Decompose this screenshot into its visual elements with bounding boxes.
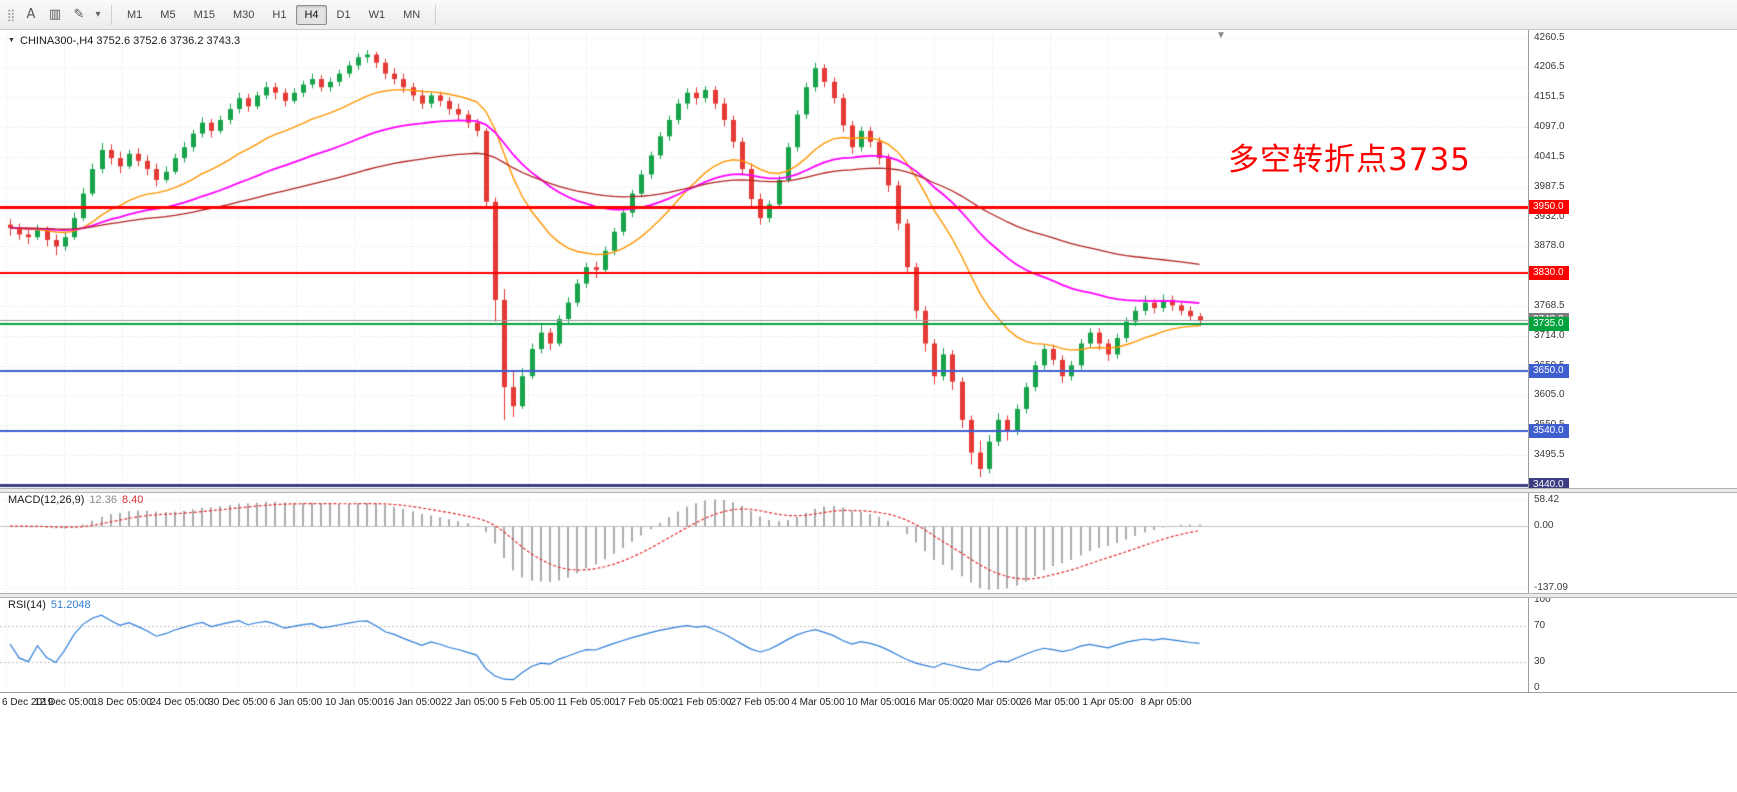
text-tool-icon[interactable]: A	[20, 4, 42, 26]
y-axis-label: 3495.5	[1534, 449, 1565, 460]
rsi-axis-label: 100	[1534, 594, 1551, 605]
timeframe-button-m5[interactable]: M5	[152, 5, 183, 25]
y-axis-label: 3714.0	[1534, 329, 1565, 341]
rsi-indicator-label: RSI(14) 51.2048	[8, 599, 91, 611]
chart-ohlc-title: CHINA300-,H4 3752.6 3752.6 3736.2 3743.3	[20, 35, 241, 47]
y-axis-label: 3987.5	[1534, 180, 1565, 192]
candlestick-chart-canvas[interactable]	[0, 30, 1528, 692]
timeframe-button-m30[interactable]: M30	[225, 5, 262, 25]
price-badge-3735.0: 3735.0	[1529, 317, 1569, 332]
chart-shift-marker-icon[interactable]: ▼	[1216, 30, 1226, 41]
x-axis-label: 12 Dec 05:00	[34, 697, 94, 708]
macd-main-value: 12.36	[89, 494, 117, 506]
x-axis-label: 16 Mar 05:00	[904, 697, 964, 708]
symbol-dropdown-arrow-icon[interactable]: ▼	[8, 37, 15, 44]
x-axis-label: 6 Dec 2019	[2, 697, 54, 708]
y-axis-label: 4206.5	[1534, 61, 1565, 73]
timeframe-button-mn[interactable]: MN	[395, 5, 428, 25]
x-axis-label: 18 Dec 05:00	[92, 697, 152, 708]
chart-annotation-text[interactable]: 多空转折点3735	[1228, 142, 1471, 178]
toolbar-separator	[111, 4, 112, 25]
y-axis-label: 3878.0	[1534, 240, 1565, 252]
y-axis-label: 3605.0	[1534, 389, 1565, 401]
macd-axis-label: -137.09	[1534, 581, 1568, 593]
timeframe-button-h1[interactable]: H1	[264, 5, 294, 25]
x-axis-label: 27 Feb 05:00	[730, 697, 790, 708]
macd-axis-label: 58.42	[1534, 493, 1560, 505]
x-axis-label: 21 Feb 05:00	[672, 697, 732, 708]
chart-object-icon[interactable]: ▥	[44, 4, 66, 26]
x-axis-label: 22 Jan 05:00	[441, 697, 499, 708]
rsi-axis-label: 0	[1534, 682, 1540, 693]
price-badge-3950.0: 3950.0	[1529, 200, 1569, 215]
y-axis-label: 4041.5	[1534, 151, 1565, 163]
x-axis-label: 6 Jan 05:00	[269, 697, 323, 708]
x-axis-label: 11 Feb 05:00	[556, 697, 616, 708]
rsi-value: 51.2048	[50, 599, 91, 611]
time-axis[interactable]: 6 Dec 2019 12 Dec 05:00 18 Dec 05:00 24 Dec…	[0, 692, 1737, 713]
toolbar-gripper-icon[interactable]: ⣿	[6, 7, 16, 22]
drawing-tool-icon[interactable]: ✎	[68, 4, 90, 26]
y-axis-label: 4260.5	[1534, 31, 1565, 43]
x-axis-label: 10 Jan 05:00	[325, 697, 383, 708]
x-axis-label: 8 Apr 05:00	[1140, 697, 1192, 708]
y-axis-label: 3768.5	[1534, 300, 1565, 312]
price-badge-3540.0: 3540.0	[1529, 423, 1569, 438]
macd-signal-value: 8.40	[121, 494, 144, 506]
price-axis[interactable]: 4260.5 4206.5 4151.5 4097.0 4041.5 3987.5 3932…	[1528, 30, 1737, 693]
price-badge-3830.0: 3830.0	[1529, 265, 1569, 280]
panel-separator-rsi[interactable]	[0, 593, 1737, 598]
chart-title: ▼ CHINA300-,H4 3752.6 3752.6 3736.2 3743…	[8, 35, 241, 47]
x-axis-label: 10 Mar 05:00	[846, 697, 906, 708]
y-axis-label: 4097.0	[1534, 121, 1565, 133]
panel-separator-macd[interactable]	[0, 488, 1737, 493]
x-axis-label: 17 Feb 05:00	[614, 697, 674, 708]
macd-name: MACD(12,26,9)	[8, 494, 85, 506]
macd-indicator-label: MACD(12,26,9) 12.36 8.40	[8, 494, 143, 506]
rsi-name: RSI(14)	[8, 599, 46, 611]
y-axis-label: 4151.5	[1534, 91, 1565, 103]
rsi-axis-label: 70	[1534, 620, 1546, 632]
timeframe-button-m15[interactable]: M15	[186, 5, 223, 25]
x-axis-label: 4 Mar 05:00	[791, 697, 845, 708]
timeframe-button-w1[interactable]: W1	[361, 5, 394, 25]
x-axis-label: 5 Feb 05:00	[501, 697, 555, 708]
x-axis-label: 20 Mar 05:00	[962, 697, 1022, 708]
x-axis-label: 26 Mar 05:00	[1020, 697, 1080, 708]
x-axis-label: 30 Dec 05:00	[208, 697, 268, 708]
price-badge-3650.0: 3650.0	[1529, 363, 1569, 378]
timeframe-button-m1[interactable]: M1	[119, 5, 150, 25]
toolbar: ⣿ A ▥ ✎ ▾ M1 M5 M15 M30 H1 H4 D1 W1 MN	[0, 0, 1737, 30]
timeframe-button-h4[interactable]: H4	[296, 4, 327, 25]
x-axis-label: 16 Jan 05:00	[383, 697, 441, 708]
macd-axis-label: 0.00	[1534, 520, 1554, 531]
timeframe-button-d1[interactable]: D1	[329, 5, 359, 25]
x-axis-label: 1 Apr 05:00	[1082, 697, 1134, 708]
y-axis-label: 3932.0	[1534, 211, 1565, 223]
dropdown-caret-icon[interactable]: ▾	[92, 4, 104, 26]
rsi-axis-label: 30	[1534, 655, 1546, 667]
toolbar-separator	[435, 4, 437, 25]
x-axis-label: 24 Dec 05:00	[150, 697, 210, 708]
